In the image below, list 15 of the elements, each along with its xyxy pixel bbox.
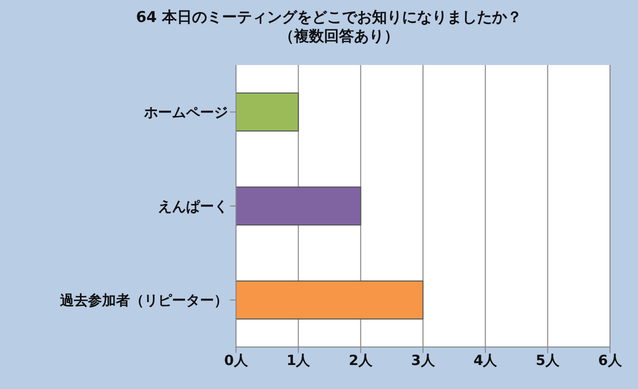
chart-subtitle: （複数回答あり）	[278, 27, 400, 46]
x-tick-label: 4人	[473, 352, 498, 369]
bar	[236, 280, 424, 320]
x-tick-label: 6人	[598, 352, 623, 369]
y-tick-label: 過去参加者（リピーター）	[59, 292, 228, 309]
x-tick-label: 2人	[348, 352, 374, 369]
x-tick-label: 5人	[536, 352, 561, 369]
x-tick-label: 3人	[411, 352, 436, 369]
bar	[236, 186, 362, 226]
chart-title: 64 本日のミーティングをどこでお知りになりましたか？	[134, 8, 524, 27]
x-tick-label: 1人	[286, 352, 312, 369]
bar	[236, 92, 299, 132]
x-tick-label: 0人	[224, 352, 249, 369]
y-tick-label: えんぱーく	[158, 198, 228, 215]
y-tick-label: ホームページ	[143, 104, 228, 121]
